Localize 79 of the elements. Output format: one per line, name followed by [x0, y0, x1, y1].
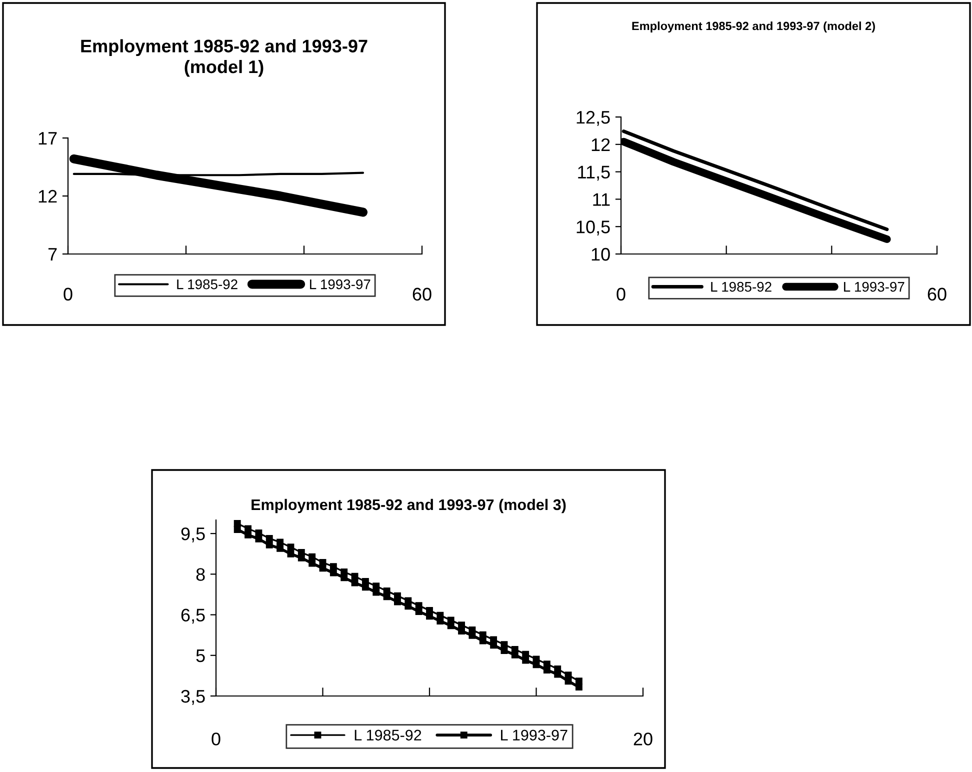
point: [447, 622, 454, 630]
point: [330, 569, 337, 576]
point: [415, 608, 422, 615]
point: [404, 602, 412, 610]
chart-title: Employment 1985-92 and 1993-97 (model 3): [252, 498, 566, 514]
legend-label: L 1993-97: [310, 279, 370, 290]
point: [458, 622, 465, 629]
point: [255, 530, 262, 536]
point: [234, 526, 241, 533]
legend-label: L 1985-92: [354, 730, 422, 741]
y-tick-label: 12: [38, 190, 57, 203]
point: [575, 678, 582, 685]
point: [372, 588, 380, 596]
point: [522, 656, 530, 664]
x-tick-label: 0: [64, 288, 72, 301]
x-tick-label: 0: [212, 732, 220, 746]
point: [234, 520, 241, 527]
point: [564, 678, 572, 685]
y-tick-label: 17: [38, 132, 57, 145]
point: [287, 544, 294, 551]
point: [298, 554, 305, 562]
point: [276, 538, 284, 546]
point: [522, 650, 530, 658]
point: [394, 592, 401, 600]
point: [543, 666, 550, 674]
y-tick-label: 6,5: [181, 608, 205, 624]
point: [532, 661, 540, 668]
legend-label: L 1985-92: [711, 282, 772, 292]
point: [554, 670, 562, 678]
y-tick-label: 12,5: [576, 110, 610, 126]
chart-title: Employment 1985-92 and 1993-97 (model 2): [632, 22, 875, 32]
point: [362, 584, 369, 591]
point: [330, 563, 337, 570]
y-tick-label: 5: [196, 650, 205, 662]
y-tick-label: 10: [592, 248, 610, 261]
point: [479, 637, 486, 644]
x-tick-label: 20: [634, 732, 652, 746]
x-tick-label: 60: [412, 288, 432, 301]
point: [543, 660, 550, 668]
chart-title: Employment 1985-92 and 1993-97 (model 1): [81, 39, 368, 77]
point: [479, 631, 486, 638]
x-tick-label: 0: [616, 288, 626, 301]
point: [340, 574, 348, 582]
y-tick-label: 8: [196, 568, 205, 581]
point: [308, 560, 316, 567]
point: [276, 544, 284, 552]
y-tick-label: 7: [48, 248, 57, 261]
y-tick-label: 11,5: [578, 166, 610, 181]
point: [266, 534, 273, 542]
x-tick-label: 60: [928, 288, 946, 301]
point: [255, 535, 262, 542]
y-tick-label: 3,5: [181, 690, 205, 705]
point: [458, 628, 465, 634]
point: [490, 642, 498, 649]
point: [244, 525, 252, 532]
point: [500, 647, 508, 654]
point: [351, 579, 358, 586]
point: [426, 612, 433, 620]
y-tick-label: 10,5: [576, 220, 610, 236]
legend-label: L 1985-92: [177, 279, 238, 290]
point: [436, 618, 444, 624]
y-tick-label: 9,5: [181, 527, 205, 542]
point: [372, 582, 380, 590]
y-tick-label: 11: [593, 193, 610, 206]
point: [383, 593, 390, 600]
point: [351, 572, 358, 580]
point: [287, 550, 294, 558]
point: [415, 602, 422, 610]
point: [394, 598, 401, 606]
point: [266, 541, 273, 548]
point: [468, 632, 476, 639]
point: [319, 564, 326, 572]
legend-label: L 1993-97: [501, 730, 568, 741]
point: [244, 531, 252, 538]
point: [308, 553, 316, 560]
point: [575, 684, 582, 691]
y-tick-label: 12: [592, 138, 610, 151]
point: [511, 651, 518, 658]
legend-label: L 1993-97: [844, 282, 904, 292]
